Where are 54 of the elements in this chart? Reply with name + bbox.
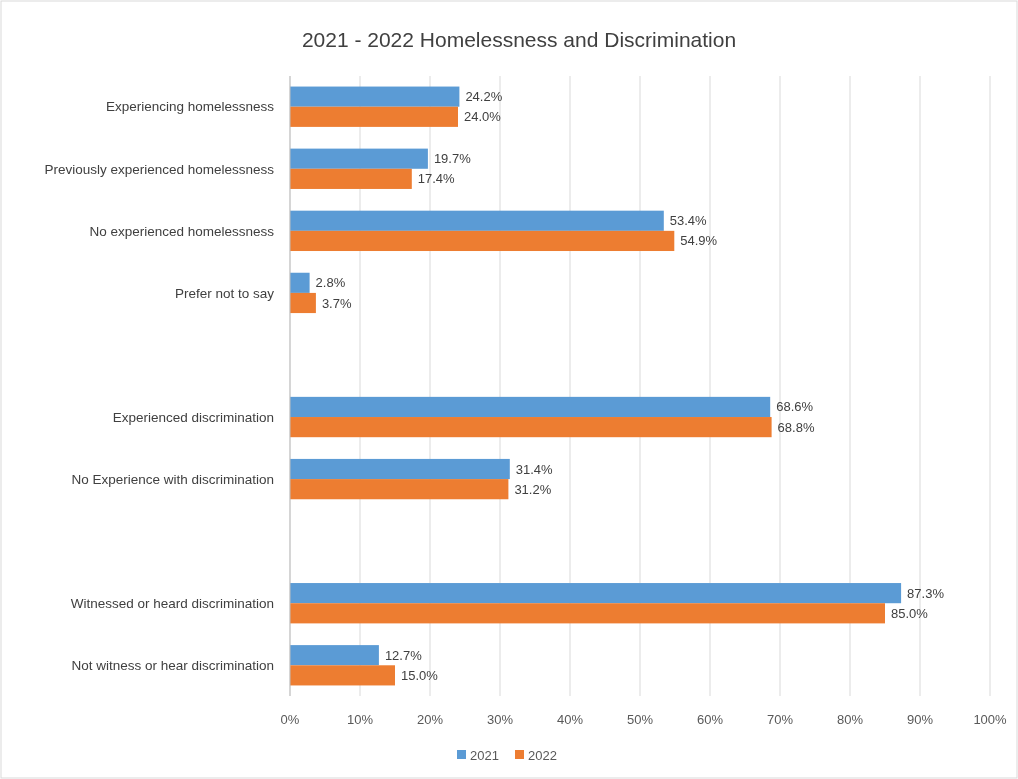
data-label: 24.2% xyxy=(465,89,503,105)
data-label: 12.7% xyxy=(384,647,423,663)
data-label: 85.0% xyxy=(891,605,929,621)
legend-label: 2022 xyxy=(528,747,557,763)
x-tick-label: 90% xyxy=(906,712,934,727)
data-label: 68.6% xyxy=(776,399,814,415)
x-tick-label: 20% xyxy=(416,712,444,727)
chart-title: 2021 - 2022 Homelessness and Discrimination xyxy=(301,28,737,51)
x-tick-label: 60% xyxy=(696,712,724,727)
y-tick-label: Previously experienced homelessness xyxy=(44,161,275,177)
data-label: 31.4% xyxy=(515,461,554,477)
bar xyxy=(290,603,885,624)
bar xyxy=(290,645,379,666)
data-label: 54.9% xyxy=(680,233,718,249)
y-tick-label: Witnessed or heard discrimination xyxy=(70,595,274,611)
data-label: 2.8% xyxy=(315,275,346,291)
data-label: 19.7% xyxy=(433,151,472,167)
x-tick-label: 40% xyxy=(556,712,584,727)
x-tick-label: 0% xyxy=(280,712,300,727)
y-tick-label: Not witness or hear discrimination xyxy=(71,658,274,673)
bar xyxy=(290,86,460,107)
bar xyxy=(290,272,310,293)
y-tick-label: Experienced discrimination xyxy=(112,409,274,425)
x-tick-label: 50% xyxy=(626,712,654,727)
legend-label: 2021 xyxy=(470,747,499,763)
y-tick-label: Experiencing homelessness xyxy=(105,99,275,115)
data-label: 31.2% xyxy=(514,481,552,497)
bar xyxy=(290,458,510,480)
bar xyxy=(290,106,458,127)
bar xyxy=(290,210,664,231)
data-label: 24.0% xyxy=(464,109,502,125)
bar xyxy=(290,230,675,252)
data-label: 68.8% xyxy=(777,419,815,435)
x-tick-label: 80% xyxy=(836,712,864,727)
data-label: 87.3% xyxy=(907,585,945,601)
data-label: 3.7% xyxy=(321,295,352,311)
bar xyxy=(290,396,771,418)
bar xyxy=(290,292,316,314)
y-tick-label: No Experience with discrimination xyxy=(71,471,274,487)
bar xyxy=(290,148,428,169)
bar xyxy=(290,168,412,189)
y-tick-label: Prefer not to say xyxy=(174,285,275,301)
bar xyxy=(290,583,902,604)
x-tick-label: 100% xyxy=(973,712,1008,727)
bar xyxy=(290,479,509,500)
x-tick-label: 30% xyxy=(486,712,514,727)
data-label: 15.0% xyxy=(401,667,439,683)
x-tick-label: 10% xyxy=(346,712,374,727)
bar xyxy=(290,417,772,438)
bar xyxy=(290,665,395,686)
y-tick-label: No experienced homelessness xyxy=(89,223,275,239)
data-label: 53.4% xyxy=(669,213,708,229)
x-tick-label: 70% xyxy=(766,712,794,727)
data-label: 17.4% xyxy=(417,171,456,187)
